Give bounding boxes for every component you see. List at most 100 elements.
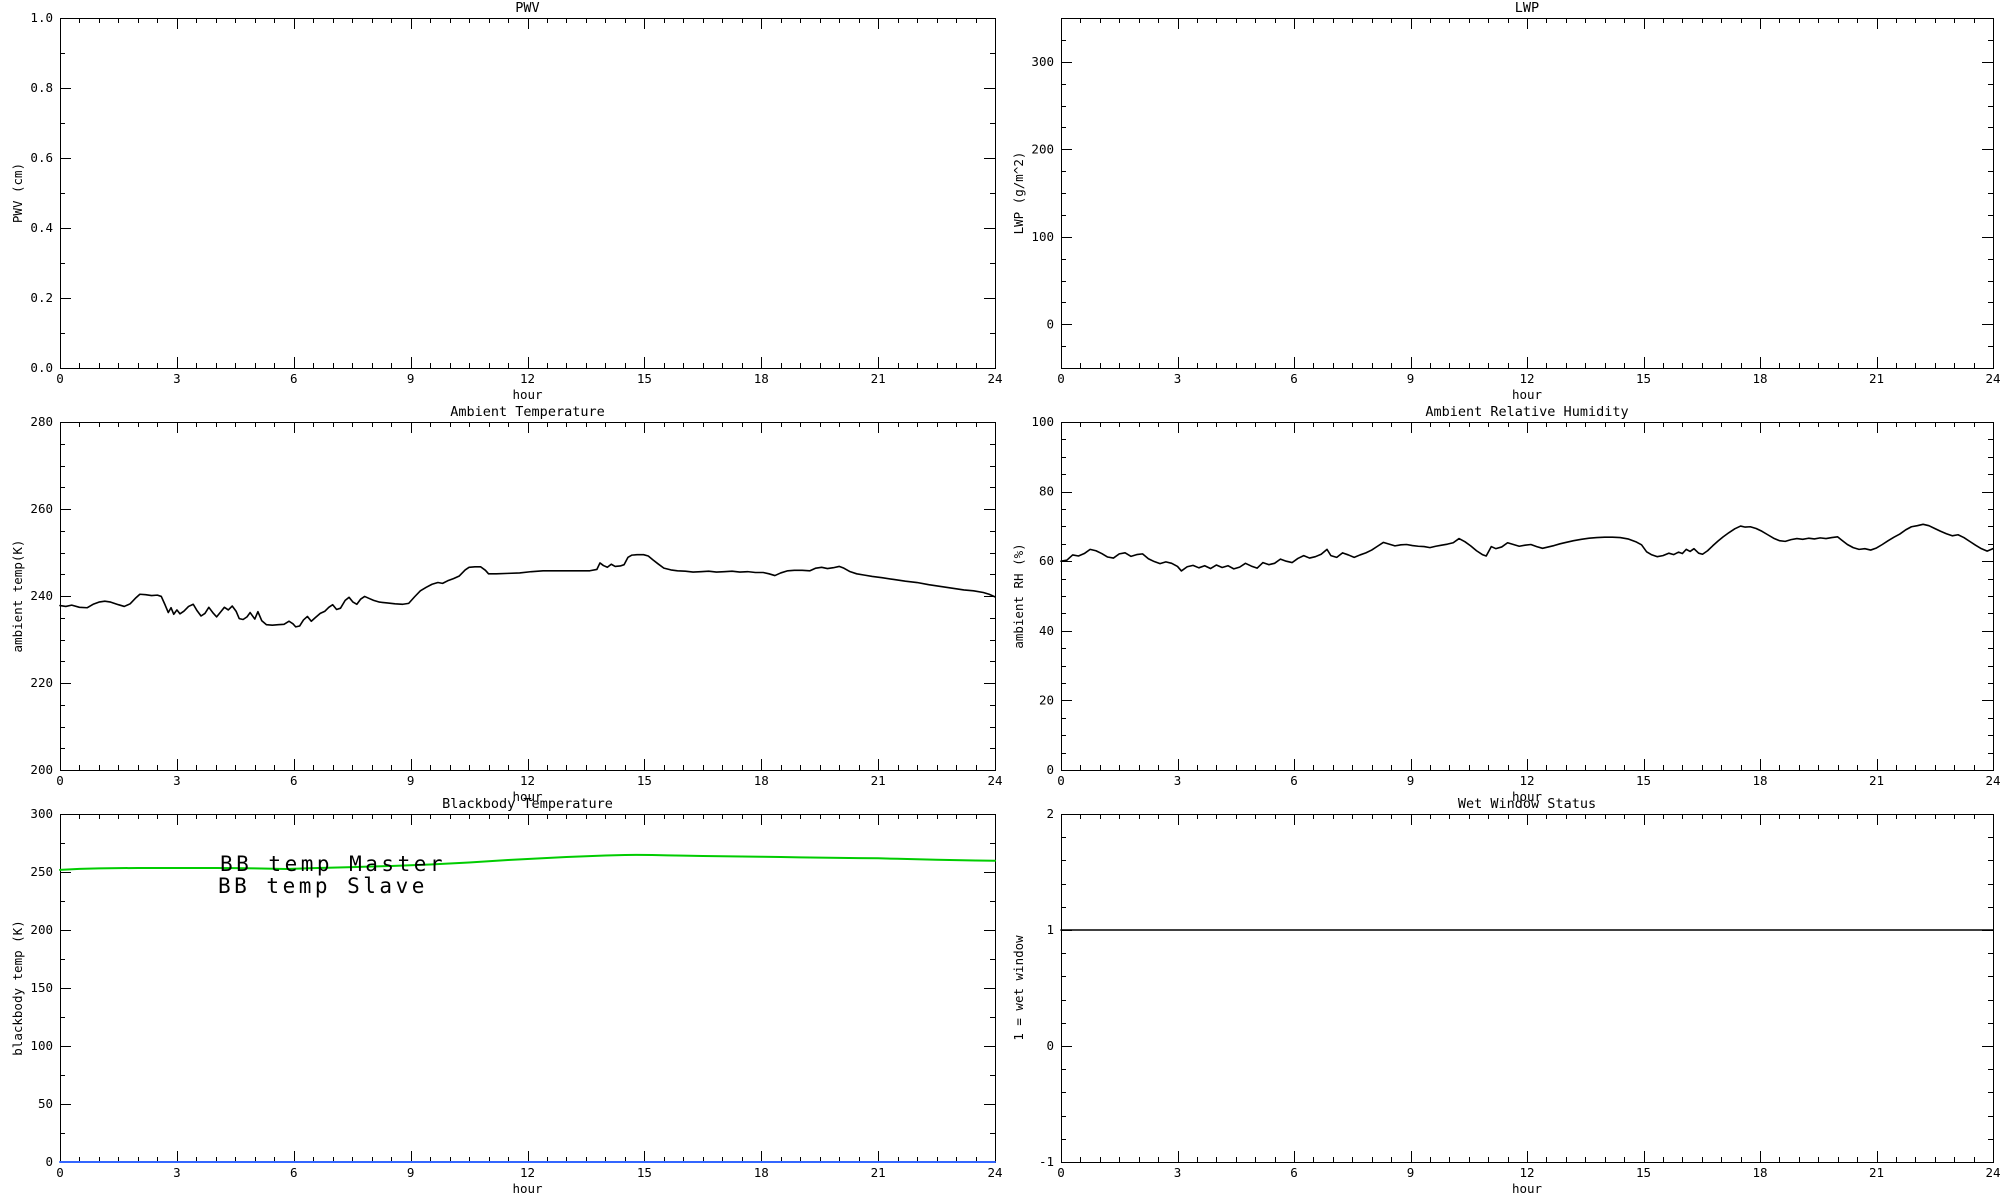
x-tick-label: 6 bbox=[290, 1165, 298, 1180]
x-axis-label: hour bbox=[512, 789, 543, 804]
axis-ticks bbox=[1061, 18, 1994, 369]
x-tick-label: 3 bbox=[1174, 1165, 1182, 1180]
y-tick-label: 0.8 bbox=[30, 80, 53, 95]
x-tick-label: 0 bbox=[56, 371, 64, 386]
x-tick-label: 9 bbox=[1407, 1165, 1415, 1180]
y-tick-label: 250 bbox=[30, 864, 53, 879]
x-axis-label: hour bbox=[1512, 1181, 1543, 1196]
series-ambient-temp bbox=[59, 553, 996, 628]
y-tick-label: 0 bbox=[1046, 316, 1054, 331]
x-tick-labels: 0 3 6 9 12 15 18 21 24 bbox=[56, 1165, 1002, 1180]
axis-ticks bbox=[1061, 422, 1994, 771]
x-tick-labels: 0 3 6 9 12 15 18 21 24 bbox=[1057, 1165, 2000, 1180]
axis-ticks bbox=[60, 18, 996, 369]
y-axis-label: ambient temp(K) bbox=[10, 540, 25, 653]
y-tick-label: 300 bbox=[30, 806, 53, 821]
y-tick-label: 60 bbox=[1039, 553, 1054, 568]
x-tick-label: 9 bbox=[1407, 371, 1415, 386]
x-tick-label: 18 bbox=[754, 773, 769, 788]
x-tick-label: 18 bbox=[1752, 773, 1767, 788]
x-tick-label: 9 bbox=[1407, 773, 1415, 788]
x-axis-label: hour bbox=[512, 387, 543, 402]
y-tick-label: 0 bbox=[45, 1154, 53, 1169]
x-axis-label: hour bbox=[512, 1181, 543, 1196]
y-tick-label: 200 bbox=[1031, 141, 1054, 156]
y-tick-label: 0.4 bbox=[30, 220, 53, 235]
axis-frame bbox=[60, 18, 996, 369]
x-tick-label: 18 bbox=[754, 371, 769, 386]
y-axis-label: ambient RH (%) bbox=[1011, 543, 1026, 648]
x-tick-label: 0 bbox=[56, 773, 64, 788]
y-tick-label: 1.0 bbox=[30, 10, 53, 25]
plot-ambient-temperature: Ambient Temperature 0 3 6 9 12 15 18 21 24 200 220 2… bbox=[0, 403, 1003, 804]
plot-title: LWP bbox=[1515, 0, 1539, 16]
y-axis-label: 1 = wet window bbox=[1011, 935, 1026, 1041]
x-tick-label: 3 bbox=[1174, 371, 1182, 386]
x-tick-label: 0 bbox=[1057, 371, 1065, 386]
y-tick-label: 150 bbox=[30, 980, 53, 995]
y-tick-label: 20 bbox=[1039, 692, 1054, 707]
legend-item-bb-temp-master: BB temp Master bbox=[220, 852, 446, 876]
y-tick-label: 0 bbox=[1046, 762, 1054, 777]
y-axis-label: LWP (g/m^2) bbox=[1011, 152, 1026, 235]
x-tick-label: 12 bbox=[1519, 773, 1534, 788]
x-tick-label: 6 bbox=[290, 371, 298, 386]
y-tick-label: 80 bbox=[1039, 484, 1054, 499]
x-tick-label: 6 bbox=[1290, 1165, 1298, 1180]
y-tick-label: 100 bbox=[1031, 229, 1054, 244]
x-tick-label: 0 bbox=[1057, 773, 1065, 788]
x-tick-label: 15 bbox=[1636, 1165, 1651, 1180]
y-tick-label: 40 bbox=[1039, 623, 1054, 638]
y-tick-label: 100 bbox=[30, 1038, 53, 1053]
x-axis-label: hour bbox=[1512, 789, 1543, 804]
x-tick-label: 21 bbox=[871, 371, 886, 386]
plot-title: Ambient Relative Humidity bbox=[1425, 404, 1628, 420]
plot-title: Wet Window Status bbox=[1458, 796, 1596, 812]
x-tick-label: 18 bbox=[754, 1165, 769, 1180]
x-tick-label: 24 bbox=[987, 371, 1002, 386]
y-tick-label: 200 bbox=[30, 762, 53, 777]
axis-ticks bbox=[1061, 814, 1994, 1163]
plot-svg-pwv: PWV 0 3 6 9 12 15 18 21 24 0.0 0.2 0.4 0.6 0.8 1.0 hour P… bbox=[10, 0, 1003, 402]
x-tick-label: 15 bbox=[637, 371, 652, 386]
x-tick-label: 12 bbox=[1519, 371, 1534, 386]
x-tick-label: 9 bbox=[407, 371, 415, 386]
plot-ambient-relative-humidity: Ambient Relative Humidity 0 3 6 9 12 15 18 21 24 0… bbox=[1000, 403, 2000, 804]
plot-wet-window-status: Wet Window Status 0 3 6 9 12 15 18 21 24 -1 0 1 2 hour… bbox=[1000, 796, 2000, 1200]
plot-svg-lwp: LWP 0 3 6 9 12 15 18 21 24 0 100 200 300 hour LWP (g/m^… bbox=[1011, 0, 2000, 402]
y-tick-labels: 200 220 240 260 280 bbox=[30, 414, 53, 777]
axis-frame bbox=[60, 422, 996, 771]
axis-frame bbox=[60, 814, 996, 1163]
y-tick-label: -1 bbox=[1039, 1154, 1054, 1169]
x-tick-labels: 0 3 6 9 12 15 18 21 24 bbox=[1057, 371, 2000, 386]
y-tick-label: 260 bbox=[30, 501, 53, 516]
x-tick-label: 0 bbox=[1057, 1165, 1065, 1180]
x-tick-label: 21 bbox=[1869, 773, 1884, 788]
x-tick-label: 3 bbox=[173, 371, 181, 386]
y-tick-label: 0.0 bbox=[30, 360, 53, 375]
legend-item-bb-temp-slave: BB temp Slave bbox=[218, 874, 428, 898]
x-tick-label: 15 bbox=[1636, 371, 1651, 386]
y-tick-labels: 0 100 200 300 bbox=[1031, 54, 1054, 332]
x-tick-label: 21 bbox=[871, 1165, 886, 1180]
x-tick-label: 21 bbox=[871, 773, 886, 788]
plot-blackbody-temperature: Blackbody Temperature 0 3 6 9 12 15 18 21 24 0 50 10… bbox=[0, 796, 1003, 1200]
x-tick-label: 9 bbox=[407, 773, 415, 788]
series-bb-temp-slave bbox=[59, 853, 996, 871]
x-tick-label: 15 bbox=[637, 1165, 652, 1180]
y-tick-labels: 0 50 100 150 200 250 300 bbox=[30, 806, 53, 1169]
axis-frame bbox=[1061, 18, 1994, 369]
x-tick-label: 3 bbox=[173, 773, 181, 788]
y-tick-label: 1 bbox=[1046, 922, 1054, 937]
axis-frame bbox=[1061, 814, 1994, 1163]
x-tick-label: 12 bbox=[1519, 1165, 1534, 1180]
y-tick-labels: -1 0 1 2 bbox=[1039, 806, 1054, 1169]
x-tick-label: 12 bbox=[520, 773, 535, 788]
y-tick-label: 0 bbox=[1046, 1038, 1054, 1053]
plot-pwv: PWV 0 3 6 9 12 15 18 21 24 0.0 0.2 0.4 0.6 0.8 1.0 hour P… bbox=[0, 0, 1003, 403]
y-tick-label: 2 bbox=[1046, 806, 1054, 821]
y-tick-label: 240 bbox=[30, 588, 53, 603]
plot-title: Ambient Temperature bbox=[450, 404, 604, 420]
